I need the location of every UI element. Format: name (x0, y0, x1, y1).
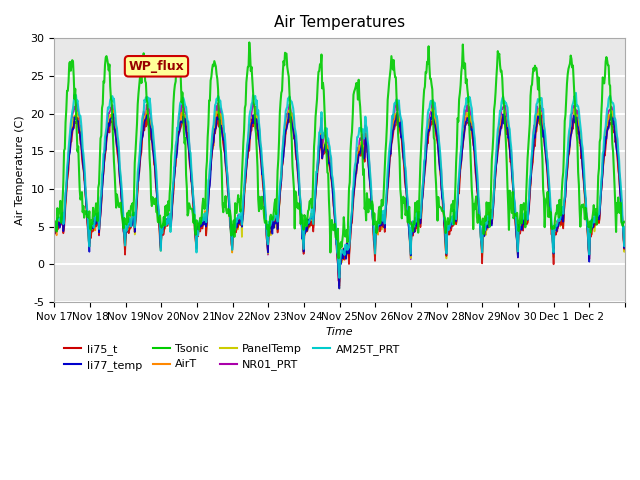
X-axis label: Time: Time (326, 327, 353, 337)
Title: Air Temperatures: Air Temperatures (274, 15, 405, 30)
Legend: li75_t, li77_temp, Tsonic, AirT, PanelTemp, NR01_PRT, AM25T_PRT: li75_t, li77_temp, Tsonic, AirT, PanelTe… (60, 339, 404, 376)
Text: WP_flux: WP_flux (129, 60, 184, 73)
Y-axis label: Air Temperature (C): Air Temperature (C) (15, 115, 25, 225)
